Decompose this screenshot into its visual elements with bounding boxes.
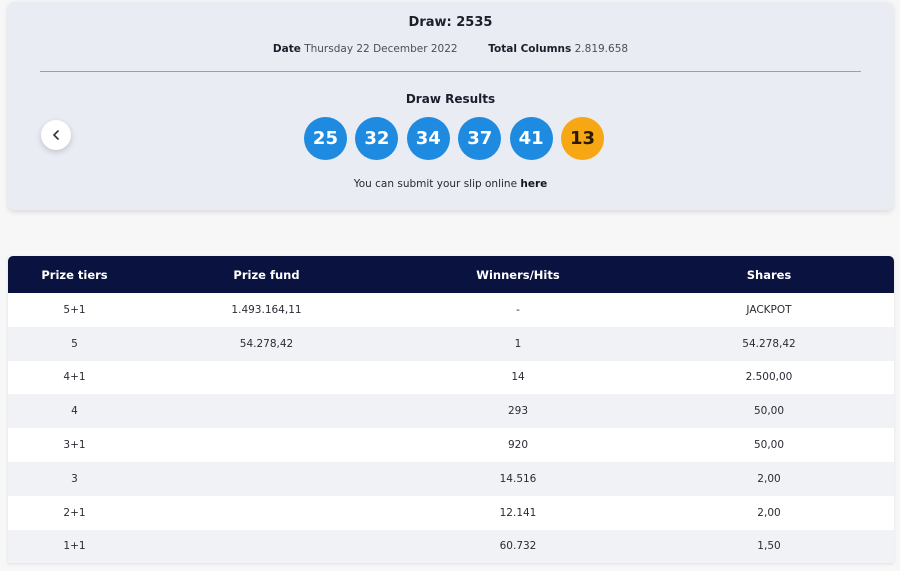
date-label: Date: [272, 43, 301, 55]
fund-cell: [141, 461, 392, 496]
table-row: 5+1 1.493.164,11 - JACKPOT: [8, 293, 894, 327]
bonus-number-ball: 13: [561, 117, 605, 160]
header-winners-hits: Winners/Hits: [392, 256, 644, 293]
winners-cell: 920: [392, 428, 644, 462]
submit-slip-link[interactable]: here: [520, 178, 548, 190]
previous-draw-button[interactable]: [41, 120, 71, 150]
tier-cell: 3: [8, 461, 141, 496]
header-prize-fund: Prize fund: [141, 256, 392, 293]
winners-cell: 60.732: [392, 529, 644, 564]
number-ball: 37: [458, 117, 502, 160]
tier-cell: 2+1: [8, 495, 141, 530]
shares-cell: 1,50: [644, 529, 894, 564]
header-prize-tiers: Prize tiers: [8, 256, 141, 293]
shares-cell: 50,00: [644, 428, 894, 462]
draw-results-title: Draw Results: [405, 92, 496, 106]
winners-cell: 1: [392, 326, 644, 361]
winning-numbers: 25 32 34 37 41 13: [304, 117, 605, 161]
fund-cell: [141, 529, 392, 564]
draw-card: Draw: 2535 Date Thursday 22 December 202…: [8, 2, 893, 210]
winners-cell: -: [392, 293, 644, 327]
tier-cell: 4: [8, 394, 141, 429]
chevron-left-icon: [53, 130, 59, 140]
table-row: 5 54.278,42 1 54.278,42: [8, 326, 894, 361]
shares-cell: JACKPOT: [644, 293, 894, 327]
prize-table: Prize tiers Prize fund Winners/Hits Shar…: [8, 256, 894, 564]
draw-title: Draw: 2535: [408, 15, 493, 30]
fund-cell: 1.493.164,11: [141, 293, 392, 327]
table-header-row: Prize tiers Prize fund Winners/Hits Shar…: [8, 256, 894, 293]
number-ball: 32: [355, 117, 399, 160]
date-value: Thursday 22 December 2022: [304, 43, 458, 55]
total-columns-label: Total Columns: [488, 43, 572, 55]
winners-cell: 12.141: [392, 495, 644, 530]
shares-cell: 2,00: [644, 461, 894, 496]
table-row: 3 14.516 2,00: [8, 461, 894, 496]
submit-slip-text: You can submit your slip online: [353, 178, 518, 190]
tier-cell: 3+1: [8, 428, 141, 462]
tier-cell: 1+1: [8, 529, 141, 564]
shares-cell: 50,00: [644, 394, 894, 429]
table-row: 1+1 60.732 1,50: [8, 529, 894, 564]
winners-cell: 293: [392, 394, 644, 429]
fund-cell: [141, 495, 392, 530]
table-row: 4 293 50,00: [8, 394, 894, 429]
shares-cell: 2,00: [644, 495, 894, 530]
number-ball: 25: [304, 117, 347, 160]
shares-cell: 54.278,42: [644, 326, 894, 361]
submit-slip-note: You can submit your slip online here: [8, 178, 893, 190]
number-ball: 34: [406, 117, 450, 160]
total-columns-value: 2.819.658: [574, 43, 629, 55]
tier-cell: 5+1: [8, 293, 141, 327]
shares-cell: 2.500,00: [644, 360, 894, 395]
fund-cell: [141, 360, 392, 395]
divider: [40, 71, 861, 72]
fund-cell: 54.278,42: [141, 326, 392, 361]
fund-cell: [141, 394, 392, 429]
draw-meta: Date Thursday 22 December 2022 Total Col…: [8, 43, 893, 55]
table-row: 3+1 920 50,00: [8, 428, 894, 462]
fund-cell: [141, 428, 392, 462]
winners-cell: 14.516: [392, 461, 644, 496]
header-shares: Shares: [644, 256, 894, 293]
winners-cell: 14: [392, 360, 644, 395]
table-row: 4+1 14 2.500,00: [8, 360, 894, 395]
tier-cell: 4+1: [8, 360, 141, 395]
tier-cell: 5: [8, 326, 141, 361]
table-row: 2+1 12.141 2,00: [8, 495, 894, 530]
number-ball: 41: [509, 117, 553, 160]
